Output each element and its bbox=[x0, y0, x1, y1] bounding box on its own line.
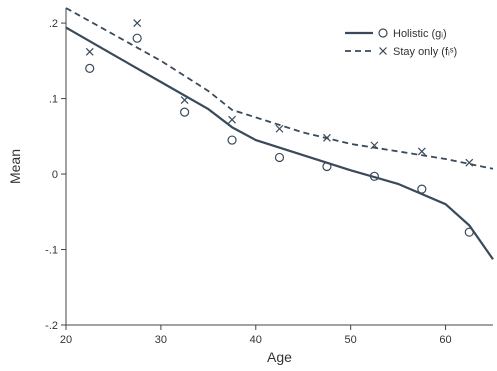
series-1 bbox=[65, 26, 494, 260]
data-point bbox=[275, 124, 284, 133]
series-2 bbox=[65, 7, 494, 170]
y-tick-label: .1 bbox=[49, 94, 58, 106]
legend: Holistic (gᵢ) Stay only (fᵢˢ) bbox=[345, 28, 457, 58]
data-point bbox=[274, 152, 285, 163]
series-line bbox=[65, 7, 494, 170]
x-marker-stroke bbox=[379, 47, 387, 55]
x-marker-stroke bbox=[465, 158, 474, 167]
legend-item: Holistic (gᵢ) bbox=[345, 28, 447, 40]
y-axis-title: Mean bbox=[7, 149, 23, 184]
y-tick-label: -.2 bbox=[45, 320, 58, 332]
x-marker-stroke bbox=[417, 147, 426, 156]
data-point bbox=[417, 147, 426, 156]
x-marker-stroke bbox=[180, 96, 189, 105]
data-point bbox=[228, 115, 236, 124]
legend-item: Stay only (fᵢˢ) bbox=[345, 46, 457, 58]
x-tick-label: 60 bbox=[439, 334, 451, 346]
series-line bbox=[65, 26, 494, 260]
x-marker-stroke bbox=[85, 47, 94, 56]
data-point bbox=[322, 161, 332, 172]
x-tick-label: 30 bbox=[155, 334, 167, 346]
data-point bbox=[465, 158, 474, 167]
x-marker-stroke bbox=[228, 115, 236, 124]
x-marker-stroke bbox=[275, 124, 284, 133]
x-axis-title: Age bbox=[267, 349, 292, 365]
legend-label: Stay only (fᵢˢ) bbox=[393, 46, 457, 58]
series-layer bbox=[65, 7, 494, 260]
data-point bbox=[133, 19, 142, 28]
data-point bbox=[132, 33, 142, 43]
y-tick-label: 0 bbox=[52, 169, 58, 181]
x-tick-label: 20 bbox=[60, 334, 72, 346]
data-point bbox=[85, 47, 94, 56]
x-marker-stroke bbox=[323, 133, 331, 142]
data-point bbox=[369, 171, 379, 181]
data-point bbox=[323, 133, 331, 142]
y-tick-label: -.1 bbox=[45, 245, 58, 257]
data-point bbox=[85, 63, 95, 73]
x-marker-stroke bbox=[370, 141, 379, 150]
x-marker-stroke bbox=[133, 19, 142, 28]
data-point bbox=[370, 141, 379, 150]
legend-marker bbox=[379, 47, 387, 55]
data-point bbox=[227, 135, 237, 145]
data-point bbox=[180, 107, 190, 117]
data-point bbox=[180, 96, 189, 105]
legend-marker bbox=[378, 28, 388, 38]
x-tick-label: 40 bbox=[250, 334, 262, 346]
x-tick-label: 50 bbox=[345, 334, 357, 346]
data-point bbox=[417, 184, 427, 194]
axes: -.2 -.1 0 .1 .2 20 30 40 50 60 Age Mean bbox=[7, 8, 493, 365]
data-point bbox=[464, 227, 474, 237]
y-tick-label: .2 bbox=[49, 18, 58, 30]
legend-label: Holistic (gᵢ) bbox=[393, 28, 447, 40]
